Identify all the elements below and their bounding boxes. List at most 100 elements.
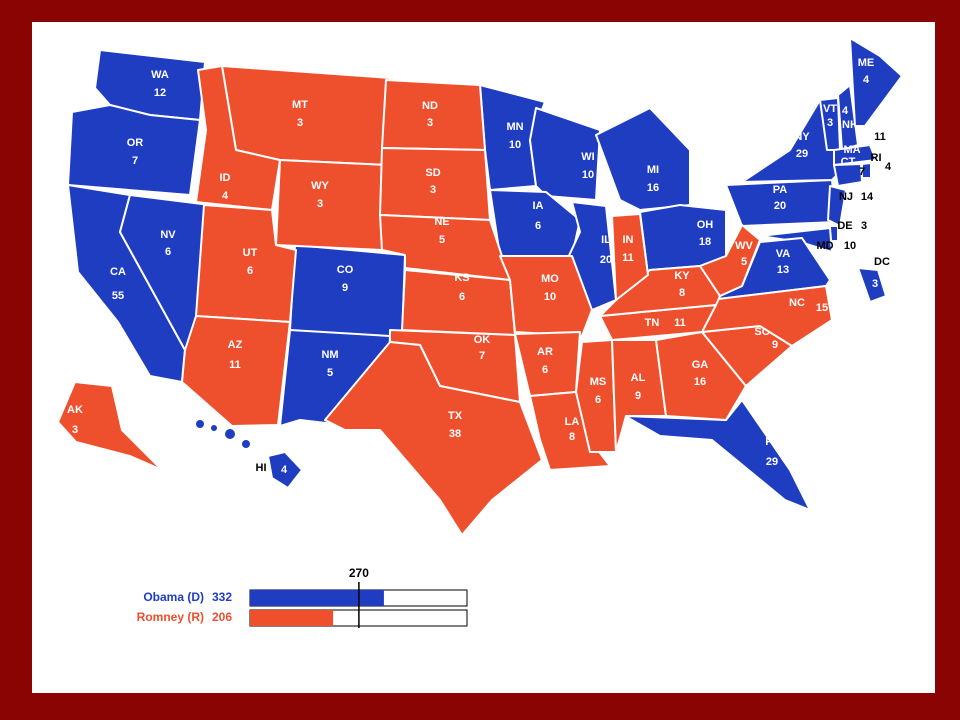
state-votes: 11 [229,359,241,371]
candidate-name: Romney (R) [137,610,204,624]
state-votes: 4 [842,105,849,117]
state-votes: 7 [479,350,485,362]
state-abbr: IA [533,200,544,212]
state-abbr: NE [434,216,449,228]
state-abbr: MS [590,376,607,388]
island [242,440,250,448]
state-abbr: MA [843,144,860,156]
state-votes: 3 [827,117,833,129]
state [833,144,877,166]
state-abbr: ID [220,172,231,184]
threshold-label: 270 [349,566,369,580]
state-votes: 6 [542,364,548,376]
state-abbr: VT [823,103,837,115]
state [221,65,391,166]
state-abbr: HI [256,462,267,474]
island [211,425,217,431]
state-votes: 5 [439,234,445,246]
state-votes: 6 [459,291,465,303]
state-abbr: CT [841,156,856,168]
state-votes: 16 [647,182,659,194]
state-votes: 11 [674,317,686,329]
state-votes: 9 [342,282,348,294]
state-abbr: MO [541,273,559,285]
state-votes: 38 [449,428,461,440]
state-abbr: NV [160,229,176,241]
state-abbr: DC [874,256,890,268]
state-abbr: OK [474,334,491,346]
island [225,429,235,439]
state-votes: 7 [859,166,865,178]
state-votes: 6 [535,220,541,232]
state-abbr: ME [858,57,875,69]
state-votes: 10 [844,240,856,252]
state-abbr: NM [321,349,338,361]
state-votes: 29 [796,148,808,160]
state-votes: 3 [861,220,867,232]
state-abbr: OR [127,137,144,149]
state-votes: 11 [874,131,886,143]
state-abbr: KS [454,272,469,284]
state-votes: 4 [885,161,892,173]
state [324,341,543,536]
state-votes: 9 [635,390,641,402]
state-abbr: AZ [228,339,243,351]
state-votes: 7 [132,155,138,167]
state-votes: 4 [222,190,229,202]
state-abbr: TN [645,317,660,329]
state-votes: 8 [569,431,575,443]
legend: Obama (D) 332 Romney (R) 206 270 [137,566,468,628]
state-votes: 10 [509,139,521,151]
state [837,84,859,151]
vote-bar [250,610,334,626]
state-votes: 10 [582,169,594,181]
state-votes: 3 [427,117,433,129]
state-votes: 3 [72,424,78,436]
state-abbr: MT [292,99,308,111]
state-abbr: WV [735,240,753,252]
state-abbr: MI [647,164,659,176]
state-votes: 18 [699,236,711,248]
state-abbr: AK [67,404,83,416]
state-votes: 5 [327,367,333,379]
state [857,267,887,303]
state-abbr: KY [674,270,690,282]
state [611,339,667,453]
state [499,255,593,337]
candidate-votes: 332 [212,590,232,604]
state [275,159,387,251]
island [196,420,204,428]
state-votes: 9 [772,339,778,351]
vote-bar [250,590,384,606]
state-abbr: VA [776,248,791,260]
state-abbr: IN [623,234,634,246]
state-votes: 13 [777,264,789,276]
state-votes: 4 [863,74,870,86]
state-votes: 15 [816,302,828,314]
state-abbr: ND [422,100,438,112]
state-votes: 3 [872,278,878,290]
state-abbr: NJ [839,191,853,203]
state-votes: 16 [694,376,706,388]
state-abbr: FL [765,436,779,448]
state-votes: 12 [154,87,166,99]
state-abbr: CA [110,266,126,278]
state [595,107,691,211]
state-votes: 10 [544,291,556,303]
state-votes: 3 [317,198,323,210]
state-abbr: OH [697,219,714,231]
states: WA12OR7CA55NV6CO9NM5MN10WI10IA6IL20MI16O… [57,37,903,536]
state-abbr: RI [871,152,882,164]
state-abbr: TX [448,410,463,422]
state [827,185,847,227]
state-abbr: NY [794,131,810,143]
state-abbr: GA [692,359,709,371]
state-votes: 29 [766,456,778,468]
state-votes: 55 [112,290,124,302]
state-abbr: SD [425,167,440,179]
state-abbr: WI [581,151,594,163]
state-abbr: NC [789,297,805,309]
state-votes: 14 [861,191,874,203]
